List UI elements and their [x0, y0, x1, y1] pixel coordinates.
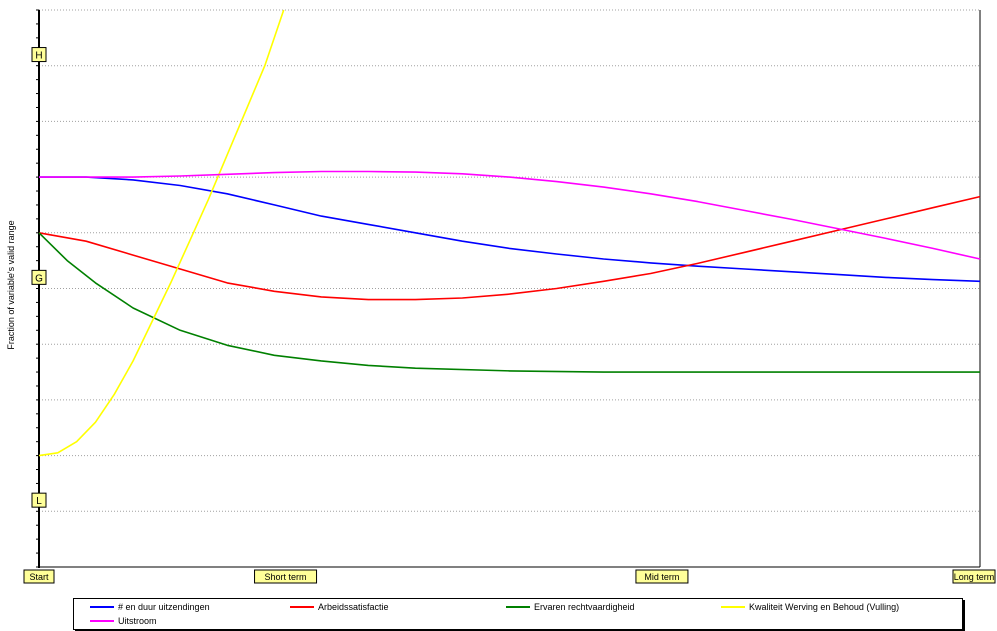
x-marker-short: Short term	[254, 569, 318, 584]
legend-item: Kwaliteit Werving en Behoud (Vulling)	[721, 601, 899, 613]
x-marker-box	[254, 569, 318, 584]
series-line-arbeidssatisfactie	[38, 195, 981, 301]
x-marker-long: Long term	[952, 569, 996, 584]
grid-lines	[39, 9, 980, 568]
axis-markers: H G L Start Short term Mid term Long term	[23, 47, 996, 584]
x-marker-label: Short term	[265, 572, 307, 582]
y-marker-label: H	[35, 51, 42, 62]
legend: # en duur uitzendingen Arbeidssatisfactie…	[73, 598, 963, 630]
legend-label: Ervaren rechtvaardigheid	[534, 602, 635, 612]
y-marker-l: L	[31, 492, 47, 508]
series-line-en-duur-uitzendingen	[39, 176, 981, 283]
y-marker-label: L	[36, 496, 42, 507]
x-marker-mid: Mid term	[635, 569, 689, 584]
legend-label: Arbeidssatisfactie	[318, 602, 389, 612]
y-marker-g: G	[31, 269, 47, 285]
legend-swatch	[506, 605, 530, 608]
legend-item: Arbeidssatisfactie	[290, 601, 389, 613]
legend-item: Uitstroom	[90, 615, 157, 627]
series-line-uitstroom	[39, 170, 981, 260]
x-marker-label: Start	[29, 572, 49, 582]
legend-swatch	[721, 605, 745, 608]
y-axis-label: Fraction of variable's valid range	[6, 220, 16, 349]
series-lines	[38, 9, 981, 457]
legend-label: Uitstroom	[118, 616, 157, 626]
legend-swatch	[290, 605, 314, 608]
series-line-kwaliteit-werving-en-behoud-vulling	[38, 9, 285, 457]
x-marker-box	[635, 569, 689, 584]
legend-item: # en duur uitzendingen	[90, 601, 210, 613]
legend-item: Ervaren rechtvaardigheid	[506, 601, 635, 613]
legend-swatch	[90, 605, 114, 608]
x-marker-label: Long term	[954, 572, 995, 582]
series-line-ervaren-rechtvaardigheid	[38, 232, 980, 373]
y-marker-label: G	[35, 273, 43, 284]
legend-label: Kwaliteit Werving en Behoud (Vulling)	[749, 602, 900, 612]
x-marker-label: Mid term	[644, 572, 679, 582]
x-marker-start: Start	[23, 569, 55, 584]
y-marker-box	[31, 492, 47, 508]
y-axis-label-text: Fraction of variable's valid range	[6, 220, 16, 349]
x-marker-box	[952, 569, 996, 584]
legend-label: # en duur uitzendingen	[118, 602, 210, 612]
axes	[36, 9, 981, 568]
y-marker-box	[31, 269, 47, 285]
legend-swatch	[90, 619, 114, 622]
x-marker-box	[23, 569, 55, 584]
y-marker-h: H	[31, 47, 47, 63]
y-marker-box	[31, 47, 47, 63]
